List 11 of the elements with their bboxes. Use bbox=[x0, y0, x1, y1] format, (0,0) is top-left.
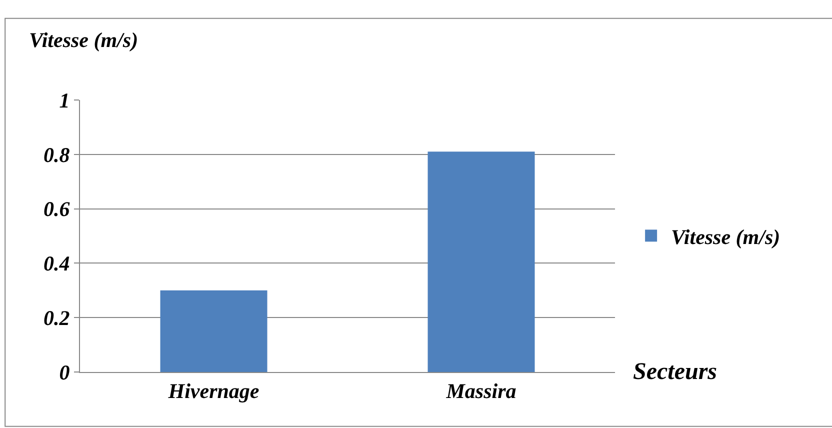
x-tick-label: Massira bbox=[445, 379, 516, 404]
y-tick-label: 0.2 bbox=[44, 306, 70, 330]
y-tick-label: 1 bbox=[59, 88, 70, 112]
y-tick-label: 0.8 bbox=[44, 142, 70, 167]
y-tick-label: 0.6 bbox=[44, 197, 70, 222]
legend-label: Vitesse (m/s) bbox=[671, 224, 780, 249]
x-tick-label: Hivernage bbox=[167, 379, 260, 404]
y-tick-label: 0 bbox=[59, 360, 70, 384]
y-tick-label: 0.4 bbox=[44, 252, 70, 276]
y-axis-title: Vitesse (m/s) bbox=[29, 28, 138, 52]
x-axis-title: Secteurs bbox=[633, 359, 717, 385]
